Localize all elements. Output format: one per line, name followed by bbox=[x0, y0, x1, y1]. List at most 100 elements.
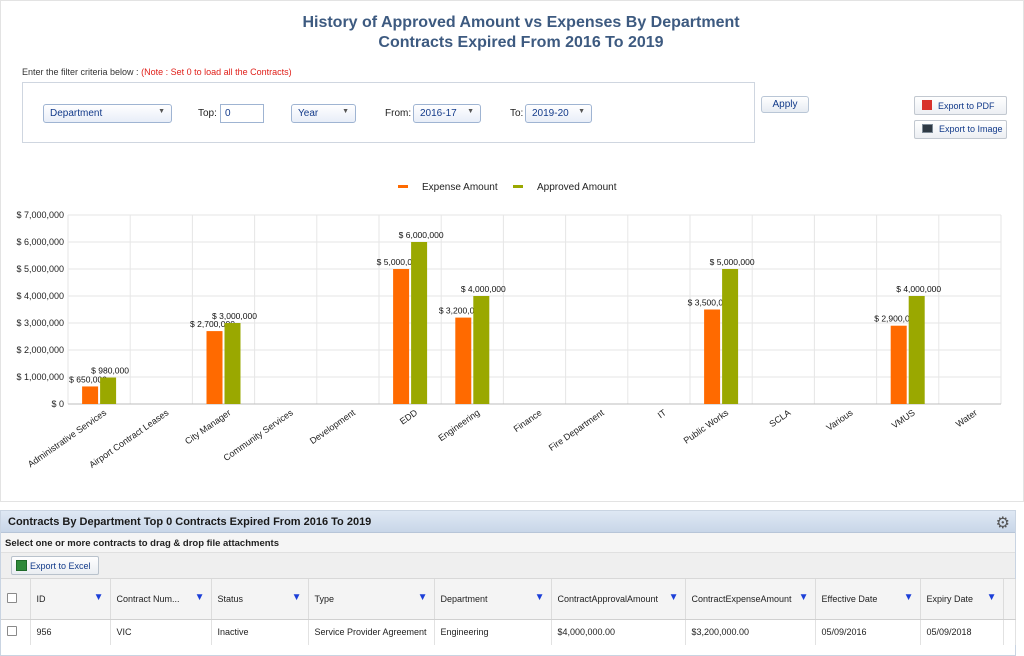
bar bbox=[206, 331, 223, 404]
bar bbox=[393, 269, 410, 404]
data-label: $ 4,000,000 bbox=[896, 284, 941, 294]
contracts-grid: Contracts By Department Top 0 Contracts … bbox=[0, 510, 1016, 656]
x-tick-label: SCLA bbox=[767, 407, 792, 429]
table-cell: 05/09/2018 bbox=[920, 619, 1004, 645]
table-cell: Inactive bbox=[211, 619, 309, 645]
chevron-down-icon: ▼ bbox=[158, 108, 165, 115]
column-header[interactable]: Expiry Date ▼ bbox=[920, 579, 1004, 620]
filter-icon[interactable]: ▼ bbox=[903, 592, 914, 603]
apply-button[interactable]: Apply bbox=[761, 96, 809, 113]
filter-box: Department ▼ Top: 0 Year ▼ From: 2016-17… bbox=[22, 82, 755, 143]
data-label: $ 4,000,000 bbox=[461, 284, 506, 294]
bar bbox=[908, 296, 925, 404]
table-cell: $4,000,000.00 bbox=[551, 619, 686, 645]
x-tick-label: Development bbox=[308, 407, 358, 446]
export-pdf-label: Export to PDF bbox=[938, 101, 995, 111]
to-value: 2019-20 bbox=[532, 108, 569, 119]
filter-icon[interactable]: ▼ bbox=[798, 592, 809, 603]
y-tick-label: $ 7,000,000 bbox=[16, 210, 64, 220]
top-input[interactable]: 0 bbox=[220, 104, 264, 123]
image-icon bbox=[922, 124, 933, 133]
filter-hint-text: Enter the filter criteria below : bbox=[22, 67, 139, 77]
to-select[interactable]: 2019-20 ▼ bbox=[525, 104, 592, 123]
export-excel-button[interactable]: Export to Excel bbox=[11, 556, 99, 575]
table-cell: $3,200,000.00 bbox=[685, 619, 816, 645]
select-all-checkbox[interactable] bbox=[7, 592, 17, 603]
export-image-label: Export to Image bbox=[939, 124, 1003, 134]
page-title: History of Approved Amount vs Expenses B… bbox=[302, 14, 740, 31]
column-header[interactable]: ContractApprovalAmount ▼ bbox=[551, 579, 686, 620]
data-label: $ 650,000 bbox=[69, 374, 107, 384]
from-label: From: bbox=[385, 108, 412, 119]
legend-swatch bbox=[398, 185, 408, 188]
y-tick-label: $ 2,000,000 bbox=[16, 345, 64, 355]
contracts-table: ID ▼ Contract Num... ▼ Status ▼ Type ▼ Departmen… bbox=[1, 579, 1016, 645]
data-label: $ 5,000,000 bbox=[377, 257, 422, 267]
x-tick-label: Finance bbox=[512, 407, 544, 434]
filter-icon[interactable]: ▼ bbox=[534, 592, 545, 603]
table-cell: Service Provider Agreement bbox=[308, 619, 435, 645]
y-tick-label: $ 1,000,000 bbox=[16, 372, 64, 382]
x-tick-label: EDD bbox=[398, 407, 420, 426]
filter-icon[interactable]: ▼ bbox=[194, 592, 205, 603]
top-label: Top: bbox=[198, 108, 217, 119]
legend-label: Expense Amount bbox=[422, 182, 498, 193]
group-by-select[interactable]: Department ▼ bbox=[43, 104, 172, 123]
export-pdf-button[interactable]: Export to PDF bbox=[914, 96, 1007, 115]
export-excel-label: Export to Excel bbox=[30, 561, 91, 571]
table-header-row: ID ▼ Contract Num... ▼ Status ▼ Type ▼ Departmen… bbox=[1, 579, 1016, 620]
scroll-gutter bbox=[1003, 579, 1016, 620]
data-label: $ 2,700,000 bbox=[190, 319, 235, 329]
column-header[interactable]: ID ▼ bbox=[30, 579, 111, 620]
grid-hint: Select one or more contracts to drag & d… bbox=[1, 533, 1015, 553]
column-header[interactable]: Status ▼ bbox=[211, 579, 309, 620]
data-label: $ 3,000,000 bbox=[212, 311, 257, 321]
data-label: $ 3,500,000 bbox=[688, 298, 733, 308]
grid-header: Contracts By Department Top 0 Contracts … bbox=[1, 511, 1015, 533]
column-header-label: Type bbox=[314, 593, 335, 604]
column-header-label: Contract Num... bbox=[116, 593, 180, 604]
filter-hint: Enter the filter criteria below : (Note … bbox=[22, 67, 292, 77]
column-header[interactable]: ContractExpenseAmount ▼ bbox=[685, 579, 816, 620]
column-header-label: Effective Date bbox=[821, 593, 878, 604]
column-header[interactable]: Type ▼ bbox=[308, 579, 435, 620]
column-header[interactable]: Effective Date ▼ bbox=[815, 579, 921, 620]
x-tick-label: VMUS bbox=[890, 407, 917, 430]
legend-swatch bbox=[513, 185, 523, 188]
chevron-down-icon: ▼ bbox=[467, 108, 474, 115]
chevron-down-icon: ▼ bbox=[342, 108, 349, 115]
filter-icon[interactable]: ▼ bbox=[986, 592, 997, 603]
table-row[interactable]: 956 VIC Inactive Service Provider Agreement… bbox=[1, 619, 1016, 645]
table-cell: Engineering bbox=[434, 619, 552, 645]
filter-icon[interactable]: ▼ bbox=[291, 592, 302, 603]
x-tick-label: IT bbox=[656, 407, 669, 420]
data-label: $ 5,000,000 bbox=[710, 257, 755, 267]
to-label: To: bbox=[510, 108, 524, 119]
select-all-cell bbox=[1, 579, 31, 620]
filter-icon[interactable]: ▼ bbox=[668, 592, 679, 603]
x-tick-label: Various bbox=[824, 407, 855, 433]
pdf-icon bbox=[922, 100, 932, 110]
filter-note: (Note : Set 0 to load all the Contracts) bbox=[141, 67, 292, 77]
page-subtitle: Contracts Expired From 2016 To 2019 bbox=[378, 34, 664, 51]
bar-chart: $ 0 $ 1,000,000 $ 2,000,000 $ 3,000,000 $ 4,… bbox=[16, 182, 1002, 470]
x-tick-label: City Manager bbox=[183, 407, 233, 446]
export-image-button[interactable]: Export to Image bbox=[914, 120, 1007, 139]
bar bbox=[722, 269, 739, 404]
from-select[interactable]: 2016-17 ▼ bbox=[413, 104, 481, 123]
y-tick-label: $ 0 bbox=[51, 399, 64, 409]
gear-icon[interactable]: ⚙ bbox=[995, 515, 1010, 532]
x-tick-label: Fire Department bbox=[547, 407, 606, 453]
chevron-down-icon: ▼ bbox=[578, 108, 585, 115]
y-tick-label: $ 5,000,000 bbox=[16, 264, 64, 274]
filter-icon[interactable]: ▼ bbox=[93, 592, 104, 603]
filter-icon[interactable]: ▼ bbox=[417, 592, 428, 603]
legend-label: Approved Amount bbox=[537, 182, 617, 193]
column-header[interactable]: Department ▼ bbox=[434, 579, 552, 620]
scroll-gutter bbox=[1003, 619, 1016, 645]
column-header[interactable]: Contract Num... ▼ bbox=[110, 579, 212, 620]
grid-title: Contracts By Department Top 0 Contracts … bbox=[8, 516, 372, 528]
period-select[interactable]: Year ▼ bbox=[291, 104, 356, 123]
table-cell: VIC bbox=[110, 619, 212, 645]
row-checkbox[interactable] bbox=[7, 626, 17, 637]
